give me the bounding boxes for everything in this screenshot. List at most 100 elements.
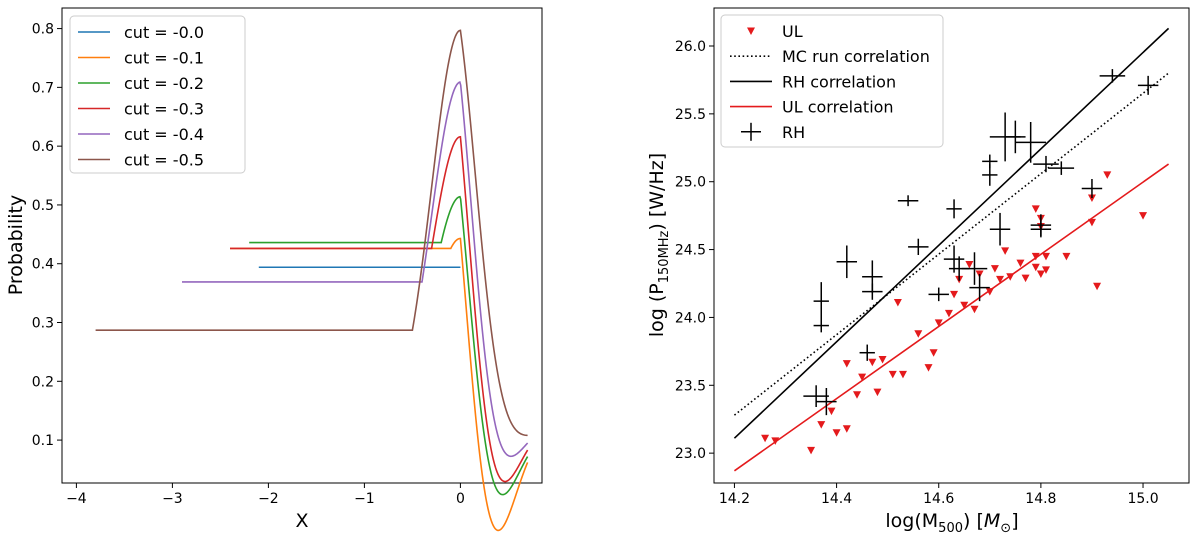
series-line bbox=[230, 135, 529, 483]
rh-point bbox=[1081, 179, 1103, 198]
legend-label: cut = -0.4 bbox=[124, 125, 204, 144]
ul-point bbox=[842, 360, 851, 368]
ul-point bbox=[1031, 263, 1040, 272]
right-x-tick-label: 14.2 bbox=[719, 491, 750, 507]
ul-point bbox=[985, 288, 994, 296]
right-y-tick-label: 24.0 bbox=[675, 310, 706, 326]
ul-point bbox=[1041, 252, 1050, 261]
left-y-tick-label: 0.5 bbox=[32, 198, 54, 214]
rh-point bbox=[803, 385, 829, 407]
ul-point bbox=[868, 358, 877, 367]
left-y-tick-label: 0.7 bbox=[32, 80, 54, 96]
legend-label: UL correlation bbox=[782, 98, 894, 117]
rh-point bbox=[1033, 155, 1059, 173]
left-series-lines bbox=[95, 29, 529, 532]
rh-point bbox=[908, 238, 929, 255]
ul-point bbox=[1016, 259, 1025, 268]
ul-point bbox=[873, 388, 882, 397]
left-x-tick-label: −4 bbox=[66, 491, 87, 507]
series-line bbox=[95, 29, 528, 437]
legend-label: RH bbox=[782, 123, 805, 142]
rh-point bbox=[859, 344, 875, 361]
rh-point bbox=[1005, 120, 1026, 154]
right-ul-points bbox=[761, 171, 1148, 455]
rh-point bbox=[928, 287, 949, 302]
left-y-tick-label: 0.4 bbox=[32, 257, 54, 273]
rh-point bbox=[1030, 221, 1052, 238]
right-x-tick-label: 14.6 bbox=[923, 491, 954, 507]
legend-label: MC run correlation bbox=[782, 47, 930, 66]
ul-point bbox=[1041, 266, 1050, 274]
ul-point bbox=[1031, 252, 1040, 261]
left-y-axis-label: Probability bbox=[5, 195, 27, 295]
rh-point bbox=[862, 283, 883, 300]
ul-point bbox=[934, 319, 943, 327]
legend-label: RH correlation bbox=[782, 72, 896, 91]
left-legend-box bbox=[69, 15, 246, 174]
right-plot-frame bbox=[713, 7, 1190, 484]
ul-point bbox=[924, 364, 933, 372]
ul-point bbox=[944, 309, 953, 318]
ul-point bbox=[1006, 273, 1015, 281]
ul-point bbox=[914, 330, 923, 338]
rh-point bbox=[1015, 122, 1046, 163]
left-x-tick-label: −3 bbox=[162, 491, 183, 507]
left-y-tick-label: 0.8 bbox=[32, 22, 54, 38]
legend-swatch bbox=[747, 27, 755, 35]
ul-point bbox=[893, 299, 902, 307]
ul-point bbox=[1036, 270, 1045, 278]
left-y-tick-label: 0.3 bbox=[32, 316, 54, 332]
correlation-line bbox=[733, 27, 1170, 439]
right-y-tick-label: 26.0 bbox=[675, 39, 706, 55]
left-legend: cut = -0.0 cut = -0.1 cut = -0.2 cut = -0.3… bbox=[69, 15, 246, 174]
ul-point bbox=[965, 261, 974, 269]
rh-point bbox=[1137, 75, 1159, 95]
rh-point bbox=[989, 212, 1011, 246]
right-legend: UL MC run correlation RH correlation UL cor… bbox=[720, 14, 944, 148]
rh-point bbox=[1099, 69, 1126, 83]
ul-point bbox=[761, 434, 770, 443]
legend-label: UL bbox=[782, 22, 803, 41]
series-line bbox=[249, 195, 529, 496]
right-rh-points bbox=[803, 69, 1159, 416]
right-x-axis-label: log(M500) [M⊙] bbox=[885, 510, 1018, 536]
legend-swatch bbox=[741, 122, 761, 141]
left-y-tick-label: 0.6 bbox=[32, 139, 54, 155]
rh-point bbox=[813, 318, 829, 333]
left-chart-panel: −4 −3 −2 −1 0 0.1 0.2 0.3 0.4 0.5 0.6 0.7 0.8 X Pro… bbox=[5, 7, 543, 532]
right-y-ticks: 23.0 23.5 24.0 24.5 25.0 25.5 26.0 bbox=[675, 39, 714, 462]
legend-label: cut = -0.5 bbox=[124, 151, 204, 170]
left-x-tick-label: 0 bbox=[456, 491, 465, 507]
series-line bbox=[230, 237, 529, 532]
ul-point bbox=[1139, 212, 1148, 220]
ul-point bbox=[817, 421, 826, 429]
correlation-line bbox=[733, 163, 1170, 472]
right-x-tick-label: 14.8 bbox=[1025, 491, 1056, 507]
ul-point bbox=[807, 446, 816, 455]
ul-point bbox=[990, 265, 999, 273]
right-y-tick-label: 23.5 bbox=[675, 378, 706, 394]
right-y-tick-label: 24.5 bbox=[675, 243, 706, 259]
ul-point bbox=[950, 290, 959, 299]
ul-point bbox=[878, 356, 887, 364]
left-plot-frame bbox=[61, 7, 543, 484]
ul-point bbox=[1021, 274, 1030, 283]
right-y-axis-label: log (P150MHz) [W/Hz] bbox=[646, 153, 672, 337]
rh-point bbox=[982, 154, 998, 169]
legend-label: cut = -0.1 bbox=[124, 49, 204, 68]
ul-point bbox=[898, 370, 907, 379]
ul-point bbox=[1031, 205, 1040, 213]
right-correlation-lines bbox=[733, 27, 1170, 472]
series-line bbox=[182, 81, 529, 458]
legend-label: cut = -0.0 bbox=[124, 23, 204, 42]
ul-point bbox=[842, 425, 851, 433]
left-x-ticks: −4 −3 −2 −1 0 bbox=[66, 483, 465, 507]
right-y-tick-label: 25.5 bbox=[675, 107, 706, 123]
ul-point bbox=[970, 305, 979, 314]
rh-point bbox=[946, 199, 962, 219]
rh-point bbox=[969, 274, 990, 302]
ul-point bbox=[832, 429, 841, 437]
ul-point bbox=[929, 349, 938, 357]
ul-point bbox=[1001, 247, 1010, 255]
